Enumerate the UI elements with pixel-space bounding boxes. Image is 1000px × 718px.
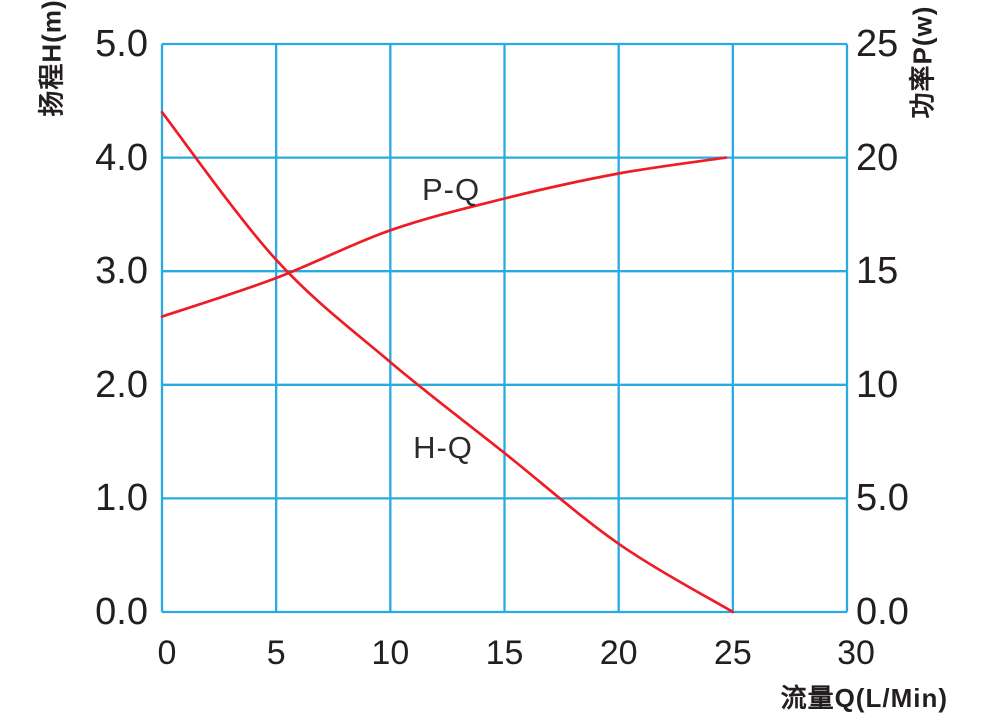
x-tick-label: 20 xyxy=(599,634,638,672)
x-axis-title: 流量Q(L/Min) xyxy=(780,683,948,713)
x-tick-label: 30 xyxy=(837,634,875,672)
y-right-tick-label: 0.0 xyxy=(856,591,909,633)
y-right-tick-label: 10 xyxy=(856,363,899,406)
y-left-tick-label: 0.0 xyxy=(95,591,148,633)
y-right-tick-label: 25 xyxy=(856,23,899,65)
y-left-tick-label: 3.0 xyxy=(95,250,148,293)
curve-p-q xyxy=(160,156,728,318)
x-tick-label: 0 xyxy=(157,634,177,672)
y-left-axis-title: 扬程H(m) xyxy=(36,0,67,117)
x-tick-label: 5 xyxy=(266,634,286,672)
curve-label-hq: H-Q xyxy=(413,430,473,465)
x-tick-label: 15 xyxy=(485,634,524,672)
y-right-tick-label: 15 xyxy=(856,250,899,293)
y-left-tick-label: 5.0 xyxy=(95,23,148,65)
y-right-tick-label: 5.0 xyxy=(856,477,909,520)
y-left-tick-label: 4.0 xyxy=(95,136,148,179)
y-left-tick-label: 2.0 xyxy=(95,363,148,406)
x-tick-label: 25 xyxy=(713,634,752,672)
x-tick-label: 10 xyxy=(371,634,410,672)
y-left-tick-label: 1.0 xyxy=(95,477,148,520)
y-right-tick-label: 20 xyxy=(856,136,899,179)
curve-h-q xyxy=(160,110,735,614)
curve-label-pq: P-Q xyxy=(421,172,481,207)
